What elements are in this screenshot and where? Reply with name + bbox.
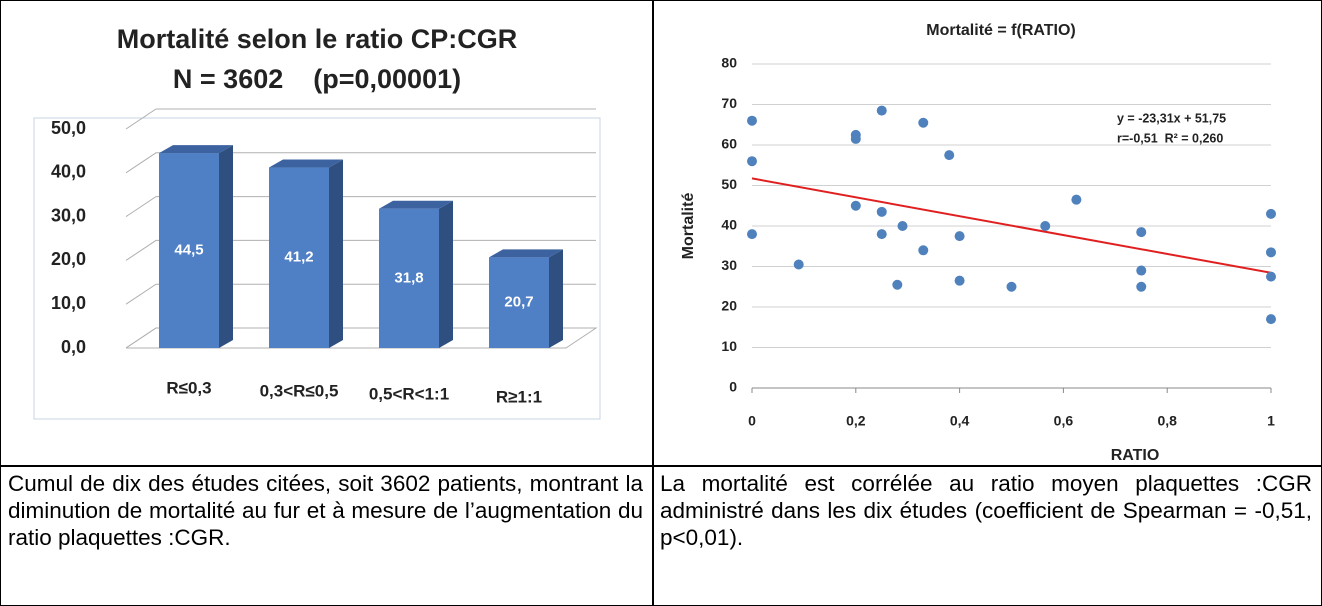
- left-caption-cell: Cumul de dix des études citées, soit 360…: [0, 465, 654, 606]
- bar-top: [489, 249, 563, 258]
- chart-frame: [33, 117, 601, 420]
- point: [918, 117, 929, 128]
- x-tick-label: 0,5<R<1:1: [369, 384, 449, 403]
- bar: [159, 153, 219, 348]
- chart-subtitle: N = 3602 (p=0,00001): [173, 64, 461, 94]
- grid-line: [125, 152, 596, 174]
- annotation: y = -23,31x + 51,75: [1117, 111, 1226, 125]
- point: [1136, 227, 1147, 238]
- annotation: r=-0,51 R² = 0,260: [1117, 131, 1223, 145]
- bar: [379, 208, 439, 348]
- y-tick-label: 20: [721, 298, 737, 314]
- y-tick-label: 10,0: [51, 293, 86, 313]
- point: [793, 259, 804, 270]
- caption: La mortalité est corrélée au ratio moyen…: [660, 471, 1312, 550]
- bar-top: [269, 159, 343, 168]
- bar: [269, 167, 329, 348]
- point: [1006, 281, 1017, 292]
- bar-chart: Mortalité selon le ratio CP:CGR N = 3602…: [33, 24, 601, 420]
- chart-title: Mortalité selon le ratio CP:CGR: [117, 24, 518, 54]
- bar-top: [159, 145, 233, 154]
- scatter-chart: Mortalité = f(RATIO) RATIO Mortalité y =…: [680, 22, 1276, 464]
- point: [747, 156, 757, 167]
- point: [876, 229, 887, 240]
- bar: [489, 257, 549, 348]
- caption: Cumul de dix des études citées, soit 360…: [8, 471, 643, 550]
- point: [1266, 247, 1276, 258]
- y-tick-label: 20,0: [51, 249, 86, 269]
- value-label: 41,2: [284, 249, 313, 266]
- x-tick-label: 0,4: [950, 413, 970, 429]
- grid-line: [125, 108, 596, 130]
- y-tick-label: 50,0: [51, 118, 86, 138]
- point: [850, 133, 861, 144]
- left-cell: Mortalité selon le ratio CP:CGR N = 3602…: [0, 0, 654, 467]
- point: [747, 229, 757, 240]
- bar-side: [549, 249, 563, 348]
- chart-title: Mortalité = f(RATIO): [926, 22, 1075, 39]
- bar-side: [219, 145, 233, 348]
- x-tick-label: 0,8: [1157, 413, 1177, 429]
- value-label: 44,5: [174, 242, 203, 259]
- y-tick-label: 0: [729, 379, 737, 395]
- right-cell: Mortalité = f(RATIO) RATIO Mortalité y =…: [652, 0, 1322, 467]
- y-tick-label: 30,0: [51, 205, 86, 225]
- x-tick-label: 0,6: [1054, 413, 1074, 429]
- bar-side: [439, 200, 453, 348]
- point: [954, 231, 965, 242]
- x-tick-label: 0,2: [846, 413, 866, 429]
- point: [897, 221, 908, 231]
- point: [1266, 314, 1276, 325]
- y-tick-label: 40: [721, 217, 737, 233]
- trendline: [751, 177, 1272, 274]
- point: [1136, 281, 1147, 292]
- y-tick-label: 10: [721, 338, 737, 354]
- y-tick-label: 70: [721, 95, 737, 111]
- point: [1266, 271, 1276, 282]
- y-tick-label: 60: [721, 136, 737, 152]
- grid-line: [125, 196, 596, 218]
- y-tick-label: 50: [721, 176, 737, 192]
- x-tick-label: R≥1:1: [496, 387, 542, 406]
- bar-side: [329, 159, 343, 348]
- value-label: 31,8: [394, 269, 423, 286]
- y-tick-label: 40,0: [51, 162, 86, 182]
- point: [1136, 265, 1147, 276]
- point: [892, 279, 903, 290]
- point: [876, 206, 887, 217]
- x-axis-label: RATIO: [1111, 447, 1160, 464]
- x-tick-label: 0,3<R≤0,5: [260, 381, 339, 400]
- point: [1071, 194, 1082, 205]
- right-caption-cell: La mortalité est corrélée au ratio moyen…: [652, 465, 1322, 606]
- x-tick-label: R≤0,3: [166, 378, 211, 397]
- y-tick-label: 0,0: [61, 337, 86, 357]
- bar-top: [379, 200, 453, 209]
- point: [747, 115, 757, 126]
- point: [850, 200, 861, 211]
- y-tick-label: 30: [721, 257, 737, 273]
- y-tick-label: 80: [721, 55, 737, 71]
- point: [954, 275, 965, 286]
- point: [1040, 221, 1051, 231]
- y-axis-label: Mortalité: [680, 193, 697, 260]
- point: [876, 105, 887, 116]
- x-tick-label: 0: [748, 413, 756, 429]
- point: [944, 150, 955, 161]
- point: [918, 245, 929, 256]
- value-label: 20,7: [504, 294, 533, 311]
- point: [1266, 208, 1276, 219]
- x-tick-label: 1: [1267, 413, 1275, 429]
